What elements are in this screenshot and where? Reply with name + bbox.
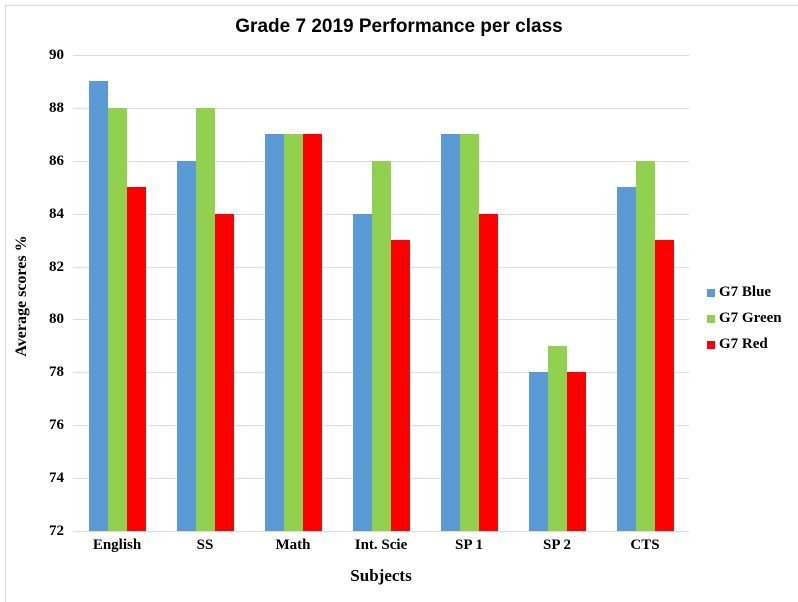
- bar-group-english: [73, 55, 161, 531]
- y-tick-label: 80: [49, 311, 64, 328]
- bar-g7-green: [459, 134, 479, 531]
- bar-group-ss: [161, 55, 249, 531]
- bar-g7-blue: [440, 134, 460, 531]
- y-tick-label: 82: [49, 258, 64, 275]
- bar-g7-blue: [352, 213, 372, 531]
- bar-g7-red: [126, 187, 146, 531]
- bar-g7-red: [302, 134, 322, 531]
- bar-g7-green: [635, 160, 655, 531]
- y-tick-label: 86: [49, 152, 64, 169]
- bar-g7-red: [566, 372, 586, 531]
- gridline: [73, 531, 689, 532]
- legend-label: G7 Blue: [719, 284, 772, 300]
- bar-g7-red: [214, 213, 234, 531]
- bar-g7-red: [478, 213, 498, 531]
- y-tick-label: 76: [49, 417, 64, 434]
- x-tick-label: SP 1: [455, 537, 483, 553]
- gridline: [73, 55, 689, 56]
- bar-group-int-scie: [337, 55, 425, 531]
- legend-swatch-icon: [707, 288, 715, 297]
- legend-swatch-icon: [707, 340, 715, 349]
- y-tick-labels: 72 74 76 78 80 82 84 86 88 90: [0, 47, 64, 539]
- x-tick-label: English: [92, 537, 142, 553]
- bar-group-cts: [601, 55, 689, 531]
- chart-title: Grade 7 2019 Performance per class: [235, 16, 563, 37]
- bar-g7-green: [283, 134, 303, 531]
- bar-g7-green: [371, 160, 391, 531]
- x-tick-label: SP 2: [543, 537, 571, 553]
- y-tick-label: 88: [49, 99, 64, 116]
- legend-label: G7 Red: [719, 336, 768, 352]
- y-tick-label: 84: [49, 205, 64, 222]
- legend-label: G7 Green: [719, 310, 782, 326]
- y-tick-label: 78: [49, 364, 64, 381]
- legend-item-g7-green: G7 Green: [707, 310, 782, 327]
- x-tick-label: Int. Scie: [354, 537, 408, 553]
- plot-area: [73, 55, 689, 532]
- x-tick-label: SS: [196, 537, 214, 553]
- y-tick-label: 90: [49, 47, 64, 63]
- bar-groups: [73, 55, 689, 531]
- y-tick-label: 74: [49, 470, 64, 487]
- bar-g7-green: [107, 107, 127, 531]
- bar-g7-blue: [176, 160, 196, 531]
- gridline: [73, 107, 689, 109]
- bar-g7-red: [654, 240, 674, 531]
- legend-item-g7-red: G7 Red: [707, 336, 782, 353]
- y-tick-label: 72: [49, 523, 64, 539]
- x-tick-label: Math: [275, 537, 311, 553]
- bar-g7-green: [195, 107, 215, 531]
- bar-g7-red: [390, 240, 410, 531]
- x-tick-labels: English SS Math Int. Scie SP 1 SP 2 CTS: [73, 537, 689, 554]
- bar-group-sp-1: [425, 55, 513, 531]
- x-axis-title: Subjects: [350, 566, 412, 585]
- bar-g7-blue: [88, 81, 108, 531]
- bar-g7-blue: [528, 372, 548, 531]
- legend-swatch-icon: [707, 314, 715, 323]
- bar-g7-green: [547, 345, 567, 531]
- bar-group-sp-2: [513, 55, 601, 531]
- bar-g7-blue: [616, 187, 636, 531]
- x-tick-label: CTS: [630, 537, 660, 553]
- bar-group-math: [249, 55, 337, 531]
- bar-g7-blue: [264, 134, 284, 531]
- legend: G7 Blue G7 Green G7 Red: [707, 284, 782, 362]
- legend-item-g7-blue: G7 Blue: [707, 284, 782, 301]
